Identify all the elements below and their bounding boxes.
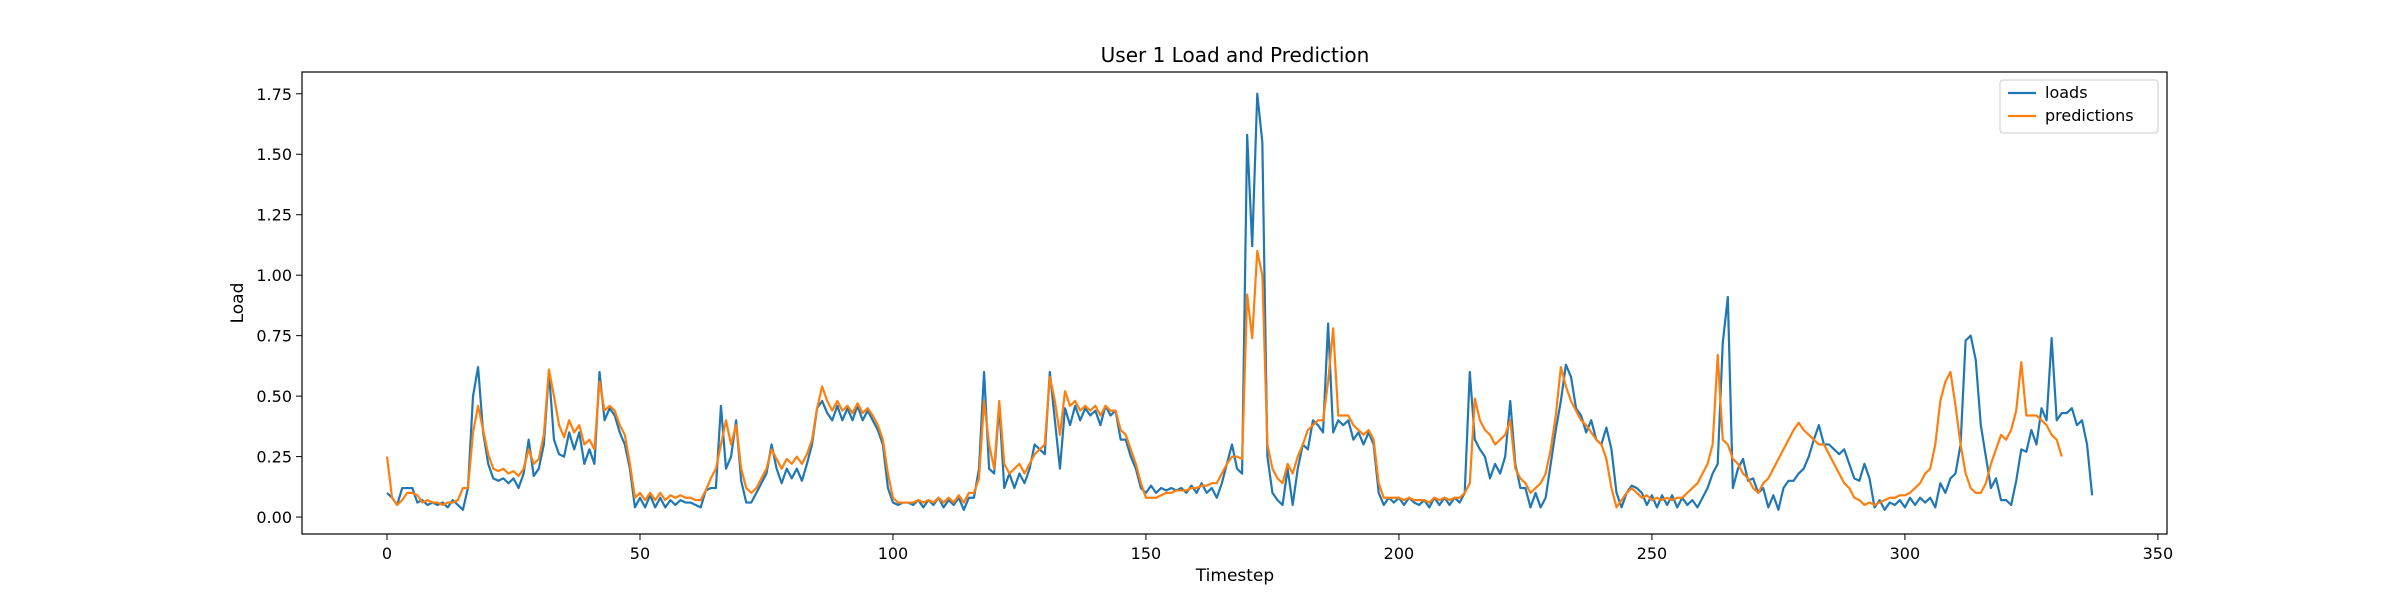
y-tick-label: 0.75 <box>256 327 292 346</box>
x-tick-label: 250 <box>1637 544 1668 563</box>
y-tick-label: 1.75 <box>256 85 292 104</box>
series-line-loads <box>386 92 2094 511</box>
legend-box <box>1999 79 2159 134</box>
x-tick-label: 200 <box>1384 544 1415 563</box>
x-axis-label: Timestep <box>1195 566 1274 586</box>
y-tick-label: 0.50 <box>256 387 292 406</box>
legend-label-loads: loads <box>2045 83 2088 102</box>
x-axis: 0 50 100 150 200 250 300 350 <box>382 534 2173 563</box>
y-axis-label: Load <box>228 283 248 324</box>
x-tick-label: 150 <box>1131 544 1162 563</box>
y-axis: 0.00 0.25 0.50 0.75 1.00 1.25 1.50 1.75 <box>256 85 302 527</box>
series-line-predictions <box>385 249 2063 509</box>
y-tick-label: 0.00 <box>256 508 292 527</box>
x-tick-label: 50 <box>630 544 650 563</box>
plot-frame <box>301 71 2168 535</box>
x-tick-label: 350 <box>2143 544 2174 563</box>
series-layer <box>385 92 2094 511</box>
legend-label-predictions: predictions <box>2045 106 2134 125</box>
x-tick-label: 300 <box>1890 544 1921 563</box>
y-tick-label: 0.25 <box>256 448 292 467</box>
x-tick-label: 100 <box>878 544 909 563</box>
y-tick-label: 1.25 <box>256 206 292 225</box>
legend: loads predictions <box>1999 79 2159 134</box>
x-tick-label: 0 <box>382 544 392 563</box>
y-tick-label: 1.50 <box>256 145 292 164</box>
y-tick-label: 1.00 <box>256 266 292 285</box>
chart-title: User 1 Load and Prediction <box>1101 43 1370 67</box>
